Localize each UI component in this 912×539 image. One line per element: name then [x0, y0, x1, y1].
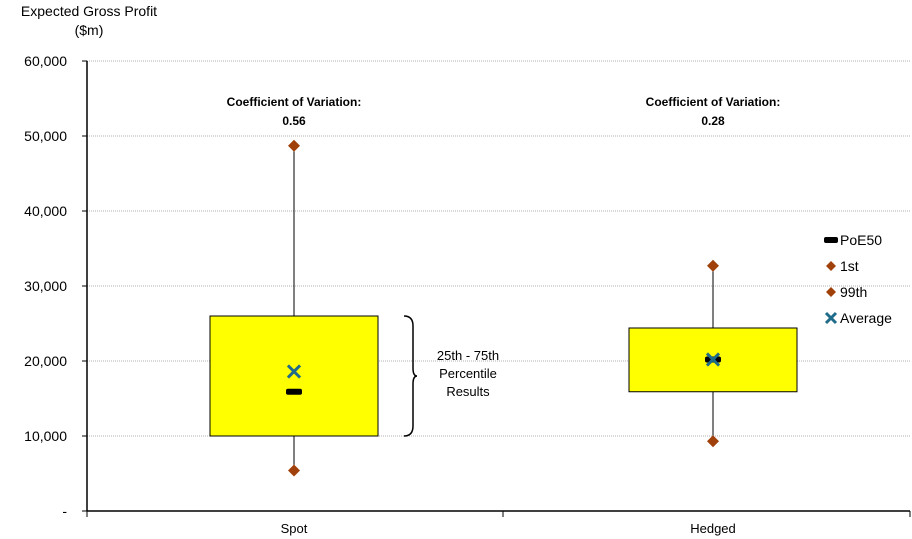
average-marker	[286, 364, 302, 379]
y-tick-label: 40,000	[24, 203, 67, 219]
y-axis-title-line1: Expected Gross Profit	[20, 3, 158, 19]
y-tick-label: -	[62, 503, 67, 519]
bracket-annotation-line: 25th - 75th	[437, 348, 499, 363]
p1-marker	[288, 464, 300, 477]
cv-label: Coefficient of Variation:	[646, 95, 781, 109]
cv-label: Coefficient of Variation:	[227, 95, 362, 109]
legend-label: 1st	[840, 258, 859, 274]
bracket-annotation-line: Percentile	[439, 366, 497, 381]
poe50-marker	[286, 388, 302, 395]
legend-poe50-swatch	[824, 237, 838, 243]
y-tick-label: 10,000	[24, 428, 67, 444]
x-tick-label: Hedged	[690, 521, 736, 536]
bracket-annotation-line: Results	[446, 384, 490, 399]
y-tick-label: 60,000	[24, 53, 67, 69]
cv-value: 0.56	[282, 114, 306, 128]
average-marker	[705, 352, 721, 367]
y-tick-label: 30,000	[24, 278, 67, 294]
cv-value: 0.28	[701, 114, 725, 128]
x-tick-label: Spot	[281, 521, 308, 536]
legend-average-swatch	[824, 311, 838, 325]
y-axis-title: Expected Gross Profit ($m)	[4, 2, 174, 40]
legend-label: PoE50	[840, 232, 882, 248]
legend-label: 99th	[840, 284, 867, 300]
y-tick-label: 50,000	[24, 128, 67, 144]
p99-marker	[707, 259, 719, 272]
legend-diamond-swatch	[826, 287, 836, 297]
p1-marker	[707, 435, 719, 448]
p99-marker	[288, 139, 300, 152]
y-tick-label: 20,000	[24, 353, 67, 369]
percentile-bracket	[403, 315, 418, 437]
legend-diamond-swatch	[826, 261, 836, 271]
legend-label: Average	[840, 310, 892, 326]
y-axis-title-line2: ($m)	[74, 22, 104, 38]
iqr-box	[209, 315, 379, 437]
